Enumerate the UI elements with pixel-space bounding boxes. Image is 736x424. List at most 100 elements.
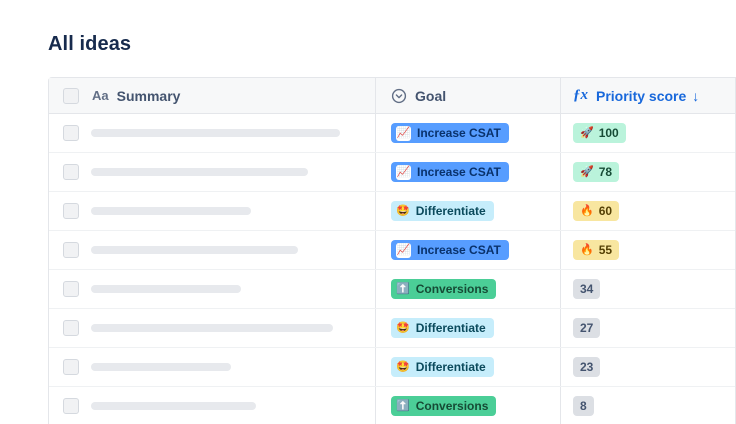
row-checkbox[interactable] — [63, 242, 79, 258]
goal-badge[interactable]: 🤩 Differentiate — [391, 357, 494, 377]
goal-cell[interactable]: 📈 Increase CSAT — [376, 153, 561, 191]
goal-emoji-icon: ⬆️ — [396, 282, 410, 295]
priority-score-cell[interactable]: 🔥 60 — [561, 192, 735, 230]
goal-cell[interactable]: 📈 Increase CSAT — [376, 114, 561, 152]
goal-cell[interactable]: 🤩 Differentiate — [376, 348, 561, 386]
score-value: 27 — [580, 321, 594, 335]
row-checkbox[interactable] — [63, 203, 79, 219]
page-title: All ideas — [48, 33, 132, 55]
summary-cell[interactable] — [49, 192, 376, 230]
priority-score-cell[interactable]: 27 — [561, 309, 735, 347]
summary-placeholder — [91, 168, 308, 176]
table-row[interactable]: 📈 Increase CSAT 🔥 55 — [49, 231, 735, 270]
priority-score-badge[interactable]: 🚀 100 — [573, 123, 626, 143]
summary-cell[interactable] — [49, 270, 376, 308]
priority-score-column-label: Priority score — [596, 87, 687, 104]
goal-label: Differentiate — [415, 360, 486, 374]
goal-badge[interactable]: 📈 Increase CSAT — [391, 162, 509, 182]
score-emoji-icon: 🔥 — [580, 243, 594, 256]
summary-placeholder — [91, 285, 241, 293]
priority-score-cell[interactable]: 🚀 78 — [561, 153, 735, 191]
sort-descending-icon: ↓ — [692, 87, 700, 104]
summary-column-label: Summary — [116, 87, 181, 104]
summary-column-header[interactable]: Aa Summary — [49, 78, 376, 113]
table-row[interactable]: ⬆️ Conversions 34 — [49, 270, 735, 309]
score-emoji-icon: 🚀 — [580, 126, 594, 139]
score-value: 60 — [598, 204, 613, 218]
table-header-row: Aa Summary Goal ƒx Priority score ↓ — [49, 78, 735, 114]
goal-emoji-icon: ⬆️ — [396, 399, 410, 412]
row-checkbox[interactable] — [63, 398, 79, 414]
row-checkbox[interactable] — [63, 359, 79, 375]
summary-placeholder — [91, 402, 256, 410]
goal-emoji-icon: 🤩 — [396, 360, 410, 373]
summary-cell[interactable] — [49, 309, 376, 347]
summary-cell[interactable] — [49, 348, 376, 386]
goal-cell[interactable]: 🤩 Differentiate — [376, 192, 561, 230]
goal-cell[interactable]: 📈 Increase CSAT — [376, 231, 561, 269]
goal-column-label: Goal — [415, 87, 447, 104]
row-checkbox[interactable] — [63, 164, 79, 180]
goal-badge[interactable]: 🤩 Differentiate — [391, 201, 494, 221]
score-value: 100 — [598, 126, 619, 140]
priority-score-badge[interactable]: 23 — [573, 357, 601, 377]
row-checkbox[interactable] — [63, 281, 79, 297]
score-value: 34 — [580, 282, 594, 296]
goal-column-header[interactable]: Goal — [376, 78, 561, 113]
summary-placeholder — [91, 246, 298, 254]
priority-score-cell[interactable]: 34 — [561, 270, 735, 308]
goal-cell[interactable]: ⬆️ Conversions — [376, 387, 561, 424]
summary-placeholder — [91, 324, 333, 332]
goal-badge[interactable]: 📈 Increase CSAT — [391, 240, 509, 260]
score-emoji-icon: 🚀 — [580, 165, 594, 178]
goal-emoji-icon: 📈 — [396, 164, 411, 180]
summary-cell[interactable] — [49, 387, 376, 424]
table-row[interactable]: 🤩 Differentiate 27 — [49, 309, 735, 348]
priority-score-cell[interactable]: 🚀 100 — [561, 114, 735, 152]
summary-cell[interactable] — [49, 231, 376, 269]
goal-emoji-icon: 🤩 — [396, 204, 410, 217]
goal-badge[interactable]: ⬆️ Conversions — [391, 279, 497, 299]
goal-emoji-icon: 📈 — [396, 125, 411, 141]
table-row[interactable]: 🤩 Differentiate 23 — [49, 348, 735, 387]
goal-cell[interactable]: ⬆️ Conversions — [376, 270, 561, 308]
table-row[interactable]: 📈 Increase CSAT 🚀 78 — [49, 153, 735, 192]
priority-score-badge[interactable]: 27 — [573, 318, 601, 338]
score-value: 8 — [580, 399, 587, 413]
goal-label: Increase CSAT — [417, 243, 501, 257]
summary-cell[interactable] — [49, 153, 376, 191]
summary-cell[interactable] — [49, 114, 376, 152]
goal-badge[interactable]: 📈 Increase CSAT — [391, 123, 509, 143]
ideas-table: Aa Summary Goal ƒx Priority score ↓ — [48, 77, 736, 424]
score-value: 78 — [598, 165, 613, 179]
goal-emoji-icon: 🤩 — [396, 321, 410, 334]
priority-score-cell[interactable]: 8 — [561, 387, 735, 424]
row-checkbox[interactable] — [63, 320, 79, 336]
row-checkbox[interactable] — [63, 125, 79, 141]
goal-label: Conversions — [415, 399, 489, 413]
priority-score-badge[interactable]: 8 — [573, 396, 594, 416]
goal-badge[interactable]: ⬆️ Conversions — [391, 396, 497, 416]
summary-placeholder — [91, 363, 231, 371]
priority-score-column-header[interactable]: ƒx Priority score ↓ — [561, 78, 735, 113]
priority-score-badge[interactable]: 🔥 60 — [573, 201, 620, 221]
priority-score-badge[interactable]: 🚀 78 — [573, 162, 620, 182]
goal-emoji-icon: 📈 — [396, 242, 411, 258]
table-row[interactable]: ⬆️ Conversions 8 — [49, 387, 735, 424]
summary-placeholder — [91, 207, 251, 215]
score-value: 23 — [580, 360, 594, 374]
priority-score-cell[interactable]: 23 — [561, 348, 735, 386]
priority-score-badge[interactable]: 34 — [573, 279, 601, 299]
table-body: 📈 Increase CSAT 🚀 100 📈 Increase CSAT 🚀 … — [49, 114, 735, 424]
priority-score-cell[interactable]: 🔥 55 — [561, 231, 735, 269]
text-field-icon: Aa — [92, 88, 109, 103]
table-row[interactable]: 📈 Increase CSAT 🚀 100 — [49, 114, 735, 153]
goal-badge[interactable]: 🤩 Differentiate — [391, 318, 494, 338]
formula-icon: ƒx — [573, 87, 588, 103]
score-value: 55 — [598, 243, 613, 257]
priority-score-badge[interactable]: 🔥 55 — [573, 240, 620, 260]
table-row[interactable]: 🤩 Differentiate 🔥 60 — [49, 192, 735, 231]
select-all-checkbox[interactable] — [63, 87, 79, 104]
goal-cell[interactable]: 🤩 Differentiate — [376, 309, 561, 347]
